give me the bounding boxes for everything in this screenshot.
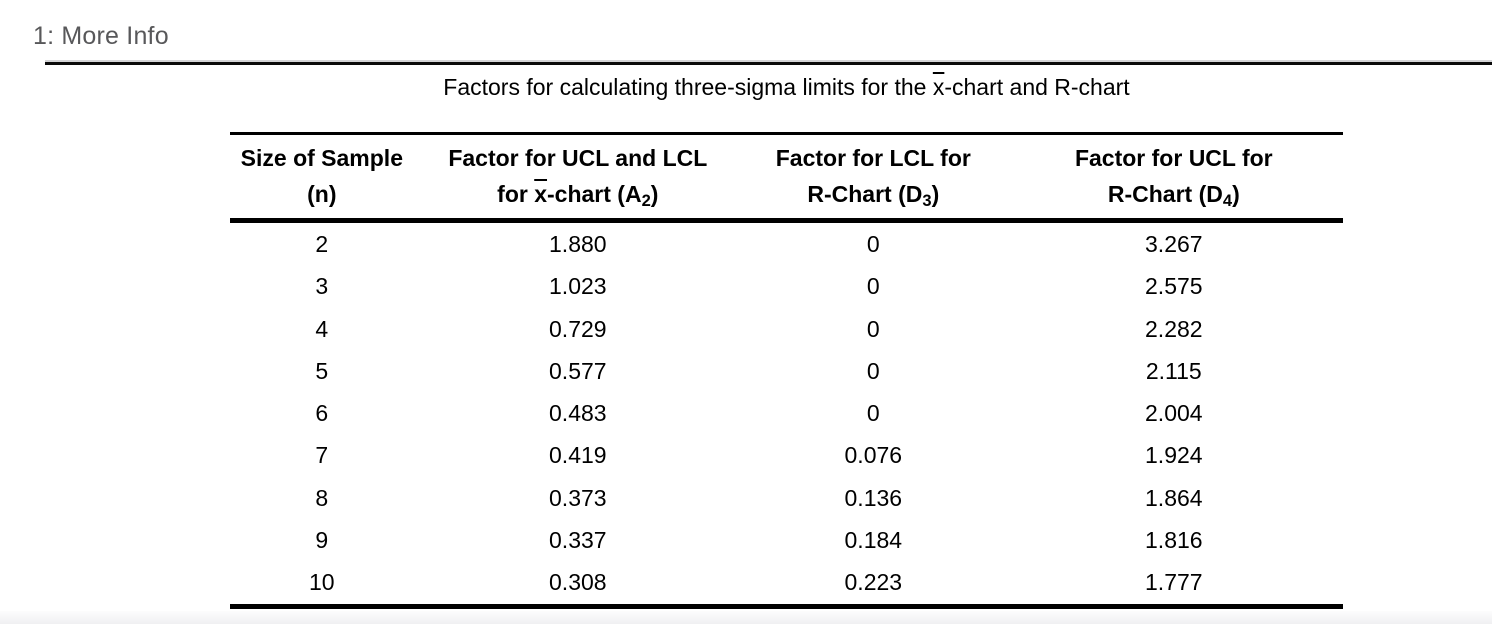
table-row: 10 0.308 0.223 1.777	[230, 561, 1343, 603]
cell-a2: 0.419	[549, 442, 607, 469]
a2-xbar: x	[534, 181, 548, 207]
cell-n: 6	[315, 400, 329, 427]
cell-n: 5	[315, 357, 329, 384]
cell-d3: 0	[866, 231, 880, 257]
header-d3-line2: R-Chart (D3)	[742, 176, 1005, 212]
cell-n: 10	[309, 569, 335, 596]
cell-d3: 0	[866, 315, 880, 342]
cell-n: 2	[315, 231, 329, 257]
cell-n: 4	[315, 315, 329, 342]
header-sample-size-line1: Size of Sample	[240, 145, 403, 171]
d4-pre: R-Chart (D	[1107, 181, 1223, 207]
d4-subscript: 4	[1222, 191, 1233, 211]
header-d4-line1: Factor for UCL for	[1074, 145, 1273, 171]
cell-a2: 0.308	[549, 569, 607, 596]
cell-d3: 0.223	[844, 569, 903, 596]
cell-n: 3	[315, 273, 329, 300]
cell-d4: 1.864	[1145, 484, 1203, 511]
cell-d3: 0.136	[844, 484, 903, 511]
table-row: 6 0.483 0 2.004	[230, 392, 1343, 434]
cell-n: 8	[315, 484, 329, 511]
cell-a2: 0.483	[549, 400, 607, 427]
table-row: 4 0.729 0 2.282	[230, 308, 1343, 350]
header-d4-line2: R-Chart (D4)	[1005, 176, 1343, 212]
table-row: 7 0.419 0.076 1.924	[230, 434, 1343, 476]
cell-a2: 0.337	[549, 527, 607, 554]
cell-a2: 1.023	[549, 273, 607, 300]
header-a2-line2: for x-chart (A2)	[414, 176, 742, 212]
a2-subscript: 2	[641, 191, 651, 211]
window-title: 1: More Info	[33, 22, 169, 50]
table-top-rule	[230, 132, 1343, 135]
cell-d4: 2.282	[1145, 315, 1203, 342]
cell-d3: 0	[866, 357, 880, 384]
d3-subscript: 3	[922, 191, 932, 211]
header-line-1: Size of Sample Factor for UCL and LCL Fa…	[230, 140, 1343, 176]
cell-d4: 3.267	[1145, 231, 1203, 257]
table-row: 5 0.577 0 2.115	[230, 350, 1343, 392]
header-d3-line1: Factor for LCL for	[775, 145, 971, 171]
title-divider	[45, 60, 1492, 65]
control-chart-factors-table: Size of Sample Factor for UCL and LCL Fa…	[230, 132, 1343, 609]
caption-text-start: Factors for calculating three-sigma limi…	[443, 74, 933, 100]
header-line-2: (n) for x-chart (A2) R-Chart (D3) R-Char…	[230, 176, 1343, 212]
cell-n: 9	[315, 527, 329, 554]
table-body: 2 1.880 0 3.267 3 1.023 0 2.575 4 0.729 …	[230, 223, 1343, 604]
caption-text-end: -chart and R-chart	[944, 74, 1130, 100]
d3-pre: R-Chart (D	[807, 181, 923, 207]
header-a2-line1: Factor for UCL and LCL	[448, 145, 708, 171]
a2-post: )	[650, 181, 659, 207]
caption-xbar: x	[932, 74, 945, 100]
cell-d4: 2.115	[1145, 357, 1202, 384]
a2-pre: for	[497, 181, 535, 207]
table-row: 2 1.880 0 3.267	[230, 223, 1343, 265]
cell-d3: 0	[866, 273, 880, 300]
cell-a2: 0.373	[549, 484, 607, 511]
cell-a2: 0.577	[549, 357, 607, 384]
header-sample-size-line2: (n)	[307, 181, 337, 207]
cell-d4: 2.004	[1145, 400, 1203, 427]
d3-post: )	[931, 181, 940, 207]
a2-mid: -chart (A	[547, 181, 642, 207]
cell-d3: 0	[866, 400, 880, 427]
table-bottom-rule	[230, 603, 1343, 609]
cell-a2: 0.729	[549, 315, 607, 342]
table-row: 8 0.373 0.136 1.864	[230, 477, 1343, 519]
cell-n: 7	[315, 442, 329, 469]
cell-d3: 0.184	[844, 527, 903, 554]
window-bottom-shade	[0, 611, 1492, 624]
cell-a2: 1.880	[549, 231, 607, 257]
cell-d4: 1.924	[1145, 442, 1203, 469]
table-row: 9 0.337 0.184 1.816	[230, 519, 1343, 561]
cell-d4: 1.777	[1145, 569, 1203, 596]
d4-post: )	[1232, 181, 1240, 207]
cell-d3: 0.076	[844, 442, 903, 469]
table-row: 3 1.023 0 2.575	[230, 265, 1343, 307]
table-caption: Factors for calculating three-sigma limi…	[230, 74, 1343, 100]
table-header: Size of Sample Factor for UCL and LCL Fa…	[230, 135, 1343, 218]
cell-d4: 1.816	[1145, 527, 1203, 554]
cell-d4: 2.575	[1145, 273, 1203, 300]
header-bottom-rule	[230, 218, 1343, 223]
